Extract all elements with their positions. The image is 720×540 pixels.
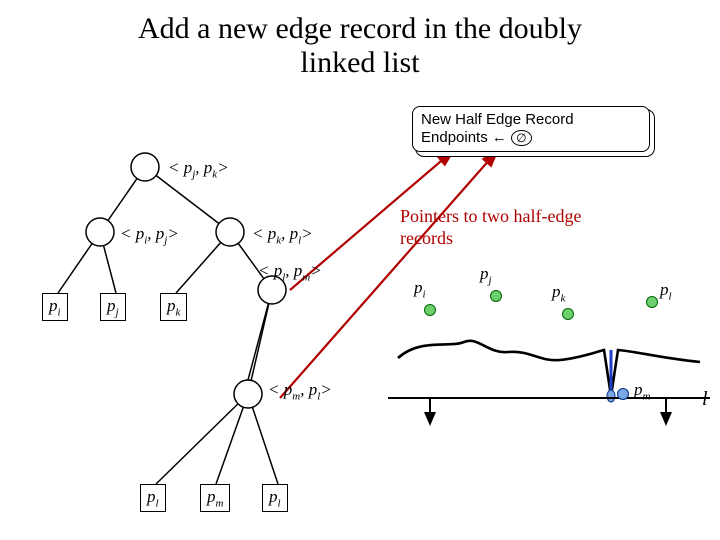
leaf-node: pl: [140, 484, 166, 512]
site-label: pm: [634, 380, 650, 402]
site-point: [562, 308, 574, 320]
leaf-node: pj: [100, 293, 126, 321]
internal-node-label: < pj, pk>: [168, 158, 229, 180]
internal-node-label: < pl, pm>: [258, 261, 322, 283]
annotation-line1: New Half Edge Record: [421, 111, 641, 129]
site-label: pj: [480, 264, 492, 286]
leaf-node: pk: [160, 293, 187, 321]
diagram-svg: [0, 0, 720, 540]
leaf-node: pi: [42, 293, 68, 321]
internal-node-label: < pi, pj>: [120, 224, 179, 246]
internal-node-label: < pm, pl>: [268, 380, 332, 402]
leaf-node: pm: [200, 484, 230, 512]
pointer-caption: Pointers to two half-edge records: [400, 206, 581, 249]
annotation-line2: Endpoints ← ∅: [421, 129, 641, 147]
site-point: [646, 296, 658, 308]
site-label: pl: [660, 280, 672, 302]
title-line1: Add a new edge record in the doubly: [138, 12, 582, 45]
sweepline-label: l: [702, 388, 708, 411]
site-label: pi: [414, 278, 426, 300]
site-point: [617, 388, 629, 400]
leaf-node: pl: [262, 484, 288, 512]
site-label: pk: [552, 282, 565, 304]
site-point: [424, 304, 436, 316]
title-line2: linked list: [300, 46, 419, 79]
page-title: Add a new edge record in the doubly link…: [0, 12, 720, 80]
half-edge-record-box: New Half Edge Record Endpoints ← ∅: [412, 106, 650, 152]
internal-node-label: < pk, pl>: [252, 224, 313, 246]
site-point: [490, 290, 502, 302]
